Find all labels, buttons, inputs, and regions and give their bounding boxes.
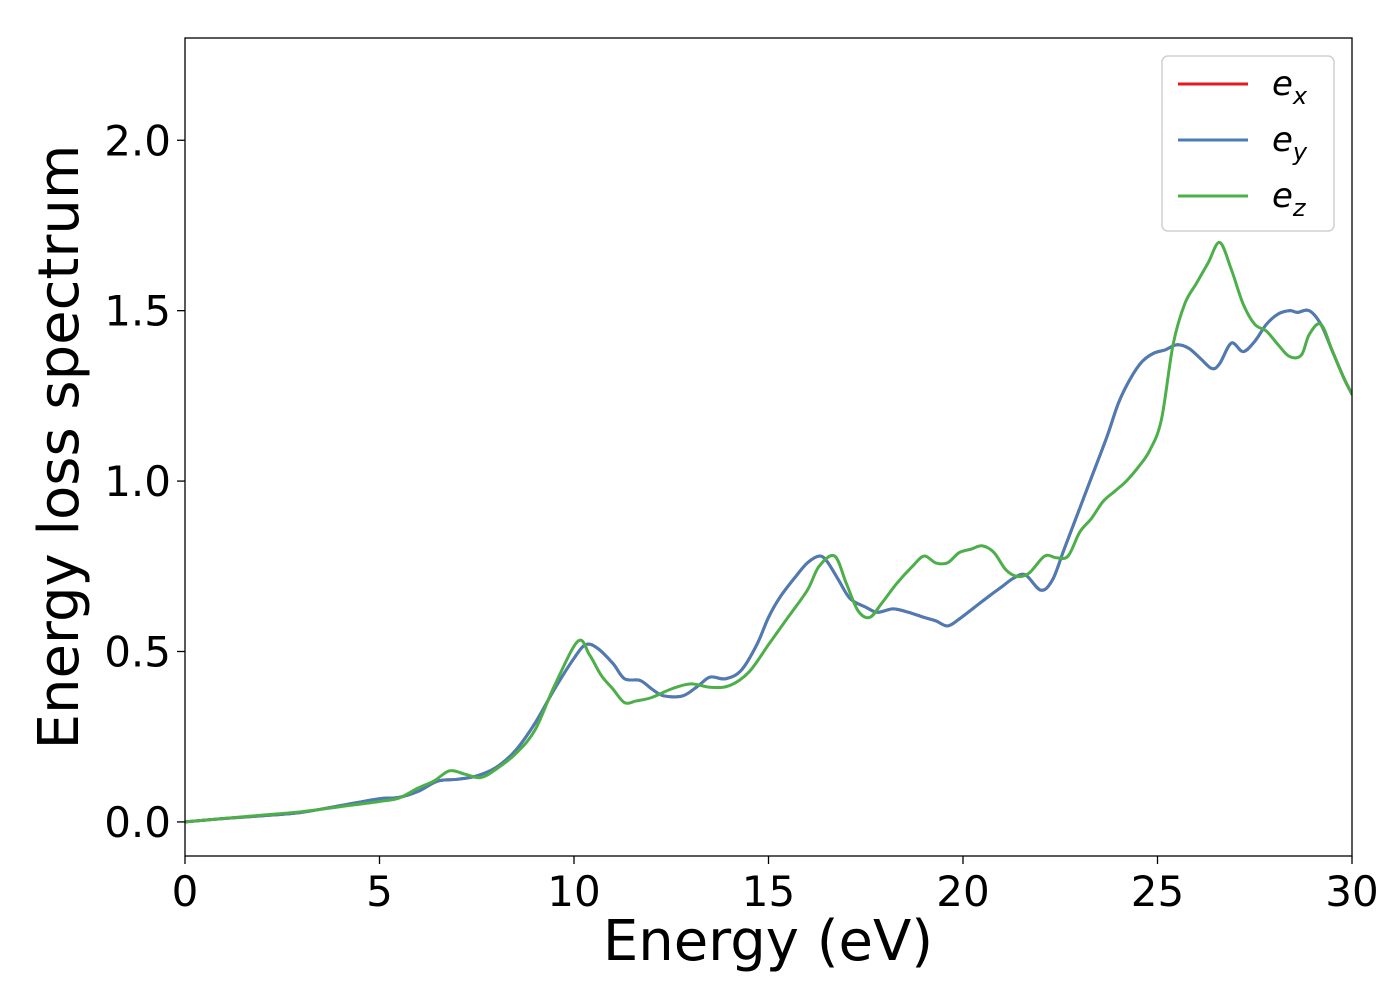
legend-label-y: ey — [1272, 120, 1308, 166]
legend-box — [1161, 55, 1335, 232]
x-axis-ticks: 0 5 10 15 20 25 30 — [172, 856, 1379, 916]
y-tick-label: 0.0 — [104, 798, 171, 847]
x-tick-label: 10 — [547, 867, 600, 916]
y-axis-ticks: 0.0 0.5 1.0 1.5 2.0 — [104, 116, 185, 847]
series-line-z — [185, 241, 1352, 824]
series-line-y — [185, 308, 1352, 824]
legend: ex ey ez — [1161, 55, 1335, 232]
series-layer — [185, 241, 1352, 824]
x-tick-label: 15 — [742, 867, 795, 916]
y-tick-label: 1.5 — [104, 287, 171, 336]
y-tick-label: 1.0 — [104, 457, 171, 506]
x-tick-label: 25 — [1131, 867, 1184, 916]
y-tick-label: 0.5 — [104, 628, 171, 677]
y-tick-label: 2.0 — [104, 116, 171, 165]
x-tick-label: 5 — [366, 867, 393, 916]
y-axis-title: Energy loss spectrum — [27, 145, 92, 750]
x-tick-label: 0 — [172, 867, 199, 916]
x-tick-label: 30 — [1325, 867, 1378, 916]
x-tick-label: 20 — [936, 867, 989, 916]
x-axis-title: Energy (eV) — [603, 909, 933, 974]
legend-label-x: ex — [1272, 64, 1308, 110]
legend-label-z: ez — [1272, 176, 1307, 222]
